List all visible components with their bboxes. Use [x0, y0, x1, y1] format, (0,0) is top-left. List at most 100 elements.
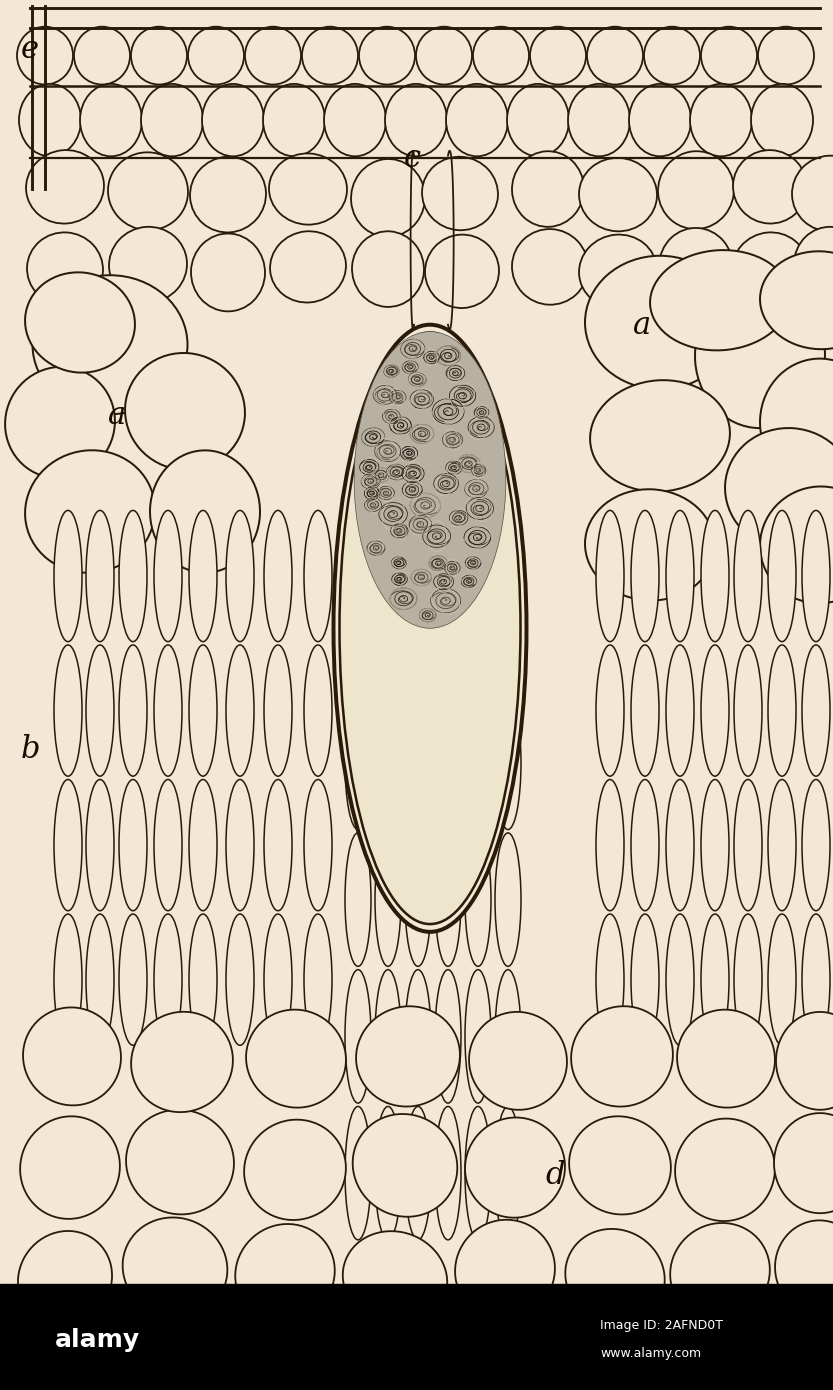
- Ellipse shape: [435, 1106, 461, 1240]
- Ellipse shape: [264, 645, 292, 776]
- Ellipse shape: [304, 915, 332, 1045]
- Ellipse shape: [18, 1232, 112, 1326]
- Ellipse shape: [269, 153, 347, 225]
- Text: d: d: [546, 1161, 565, 1191]
- Ellipse shape: [23, 1008, 121, 1105]
- Ellipse shape: [495, 1106, 521, 1240]
- Ellipse shape: [631, 645, 659, 776]
- Ellipse shape: [340, 332, 521, 924]
- Ellipse shape: [465, 1118, 565, 1218]
- Ellipse shape: [732, 232, 808, 306]
- Ellipse shape: [270, 231, 346, 303]
- Ellipse shape: [125, 353, 245, 470]
- Ellipse shape: [154, 780, 182, 910]
- Ellipse shape: [725, 428, 833, 550]
- Ellipse shape: [465, 970, 491, 1104]
- Ellipse shape: [631, 915, 659, 1045]
- Ellipse shape: [435, 696, 461, 830]
- Ellipse shape: [802, 780, 830, 910]
- Ellipse shape: [264, 915, 292, 1045]
- Ellipse shape: [631, 510, 659, 642]
- Text: a: a: [633, 310, 651, 341]
- Ellipse shape: [760, 252, 833, 349]
- Ellipse shape: [571, 1006, 673, 1106]
- Ellipse shape: [345, 833, 371, 966]
- Ellipse shape: [345, 696, 371, 830]
- Ellipse shape: [119, 780, 147, 910]
- Ellipse shape: [189, 510, 217, 642]
- Text: Image ID: 2AFND0T: Image ID: 2AFND0T: [600, 1319, 723, 1332]
- Ellipse shape: [119, 915, 147, 1045]
- Ellipse shape: [596, 780, 624, 910]
- Ellipse shape: [86, 645, 114, 776]
- Text: e: e: [21, 35, 39, 65]
- Ellipse shape: [86, 780, 114, 910]
- Ellipse shape: [54, 645, 82, 776]
- Ellipse shape: [666, 780, 694, 910]
- Ellipse shape: [701, 645, 729, 776]
- Ellipse shape: [422, 157, 498, 231]
- Ellipse shape: [189, 915, 217, 1045]
- Ellipse shape: [751, 83, 813, 156]
- Ellipse shape: [17, 26, 73, 85]
- Ellipse shape: [701, 26, 757, 85]
- Ellipse shape: [375, 970, 401, 1104]
- Ellipse shape: [469, 1012, 567, 1109]
- Ellipse shape: [226, 780, 254, 910]
- Ellipse shape: [405, 970, 431, 1104]
- Ellipse shape: [119, 645, 147, 776]
- Ellipse shape: [568, 83, 630, 156]
- Ellipse shape: [26, 150, 104, 224]
- Ellipse shape: [596, 915, 624, 1045]
- Ellipse shape: [579, 158, 657, 231]
- Ellipse shape: [587, 26, 643, 85]
- Ellipse shape: [122, 1218, 227, 1318]
- Ellipse shape: [27, 232, 103, 306]
- Ellipse shape: [734, 780, 762, 910]
- Ellipse shape: [690, 83, 752, 156]
- Ellipse shape: [244, 1120, 346, 1220]
- Ellipse shape: [141, 83, 203, 156]
- Ellipse shape: [25, 450, 155, 573]
- Ellipse shape: [154, 510, 182, 642]
- Ellipse shape: [190, 157, 266, 232]
- Ellipse shape: [569, 1116, 671, 1215]
- Ellipse shape: [351, 158, 425, 236]
- Ellipse shape: [352, 231, 424, 307]
- Ellipse shape: [264, 510, 292, 642]
- Ellipse shape: [435, 833, 461, 966]
- Ellipse shape: [495, 696, 521, 830]
- Ellipse shape: [405, 1106, 431, 1240]
- Ellipse shape: [154, 645, 182, 776]
- Ellipse shape: [585, 489, 715, 600]
- Text: a: a: [108, 400, 127, 431]
- Ellipse shape: [794, 227, 833, 303]
- Ellipse shape: [235, 1225, 335, 1322]
- Ellipse shape: [507, 83, 569, 156]
- Ellipse shape: [596, 645, 624, 776]
- Ellipse shape: [226, 915, 254, 1045]
- Ellipse shape: [473, 26, 529, 85]
- Ellipse shape: [650, 250, 790, 350]
- Ellipse shape: [189, 780, 217, 910]
- Ellipse shape: [495, 833, 521, 966]
- Ellipse shape: [677, 1009, 775, 1108]
- Ellipse shape: [465, 833, 491, 966]
- Ellipse shape: [354, 332, 506, 628]
- Ellipse shape: [658, 152, 734, 229]
- Ellipse shape: [202, 83, 264, 156]
- Ellipse shape: [579, 235, 657, 309]
- Ellipse shape: [108, 153, 188, 231]
- Ellipse shape: [245, 26, 301, 85]
- Ellipse shape: [701, 915, 729, 1045]
- Ellipse shape: [405, 833, 431, 966]
- Text: c: c: [404, 143, 421, 174]
- Ellipse shape: [495, 970, 521, 1104]
- Ellipse shape: [25, 272, 135, 373]
- Ellipse shape: [585, 256, 735, 389]
- Ellipse shape: [188, 26, 244, 85]
- Ellipse shape: [760, 486, 833, 603]
- Ellipse shape: [119, 510, 147, 642]
- Ellipse shape: [342, 1232, 447, 1326]
- Ellipse shape: [126, 1109, 234, 1215]
